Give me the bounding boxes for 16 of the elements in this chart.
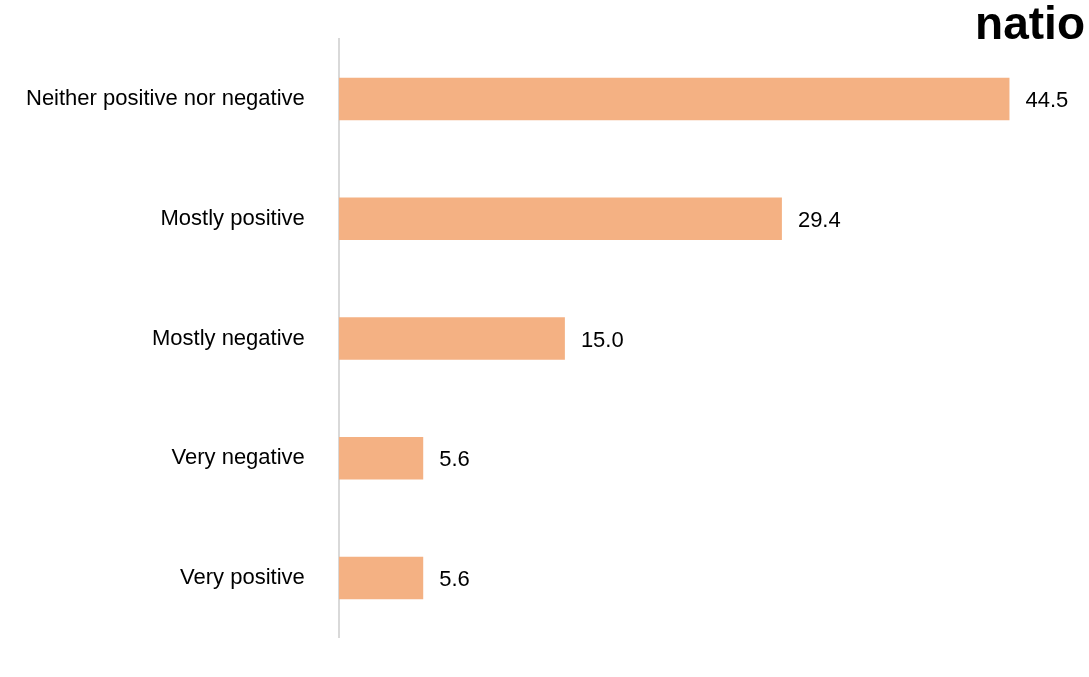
data-label: 5.6 — [439, 446, 470, 472]
bar — [338, 317, 565, 360]
bar — [338, 197, 782, 241]
chart-title: natio — [975, 0, 1085, 50]
y-tick-label: Neither positive nor negative — [26, 85, 305, 111]
bar — [338, 436, 424, 480]
bar — [338, 556, 424, 600]
data-label: 29.4 — [797, 206, 841, 232]
y-tick-label: Very positive — [180, 564, 305, 589]
y-tick-label: Very negative — [171, 444, 305, 470]
data-label: 15.0 — [580, 326, 624, 352]
data-label: 44.5 — [1025, 87, 1069, 113]
y-tick-label: Mostly positive — [160, 204, 305, 230]
data-label: 5.6 — [439, 566, 470, 591]
bar — [338, 77, 1010, 121]
y-tick-label: Mostly negative — [151, 324, 305, 350]
